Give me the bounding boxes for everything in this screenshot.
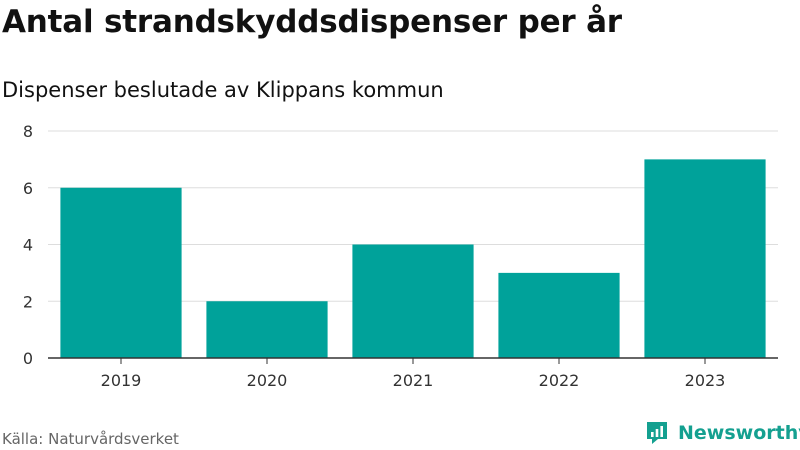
x-tick-label: 2020	[247, 371, 288, 390]
bars	[60, 159, 766, 358]
x-tick-label: 2021	[393, 371, 434, 390]
x-tick-label: 2022	[539, 371, 580, 390]
brand-logo: Newsworthy	[644, 420, 800, 446]
brand-name: Newsworthy	[678, 422, 800, 444]
x-axis-ticks: 2019 2020 2021 2022 2023	[101, 358, 726, 390]
chart-subtitle: Dispenser beslutade av Klippans kommun	[2, 78, 444, 102]
bar-2019	[60, 187, 182, 358]
newsworthy-logo-icon	[647, 422, 667, 444]
y-tick-label: 4	[23, 236, 33, 255]
chart-title: Antal strandskyddsdispenser per år	[2, 4, 622, 40]
bar-2020	[206, 301, 328, 358]
y-tick-label: 6	[23, 179, 33, 198]
x-tick-label: 2023	[685, 371, 726, 390]
y-tick-label: 0	[23, 349, 33, 368]
y-axis-ticks: 0 2 4 6 8	[23, 122, 33, 368]
bar-2021	[352, 244, 474, 358]
x-tick-label: 2019	[101, 371, 142, 390]
bar-2023	[644, 159, 766, 358]
y-tick-label: 2	[23, 292, 33, 311]
source-note: Källa: Naturvårdsverket	[2, 430, 179, 448]
bar-2022	[498, 272, 620, 358]
y-tick-label: 8	[23, 122, 33, 141]
